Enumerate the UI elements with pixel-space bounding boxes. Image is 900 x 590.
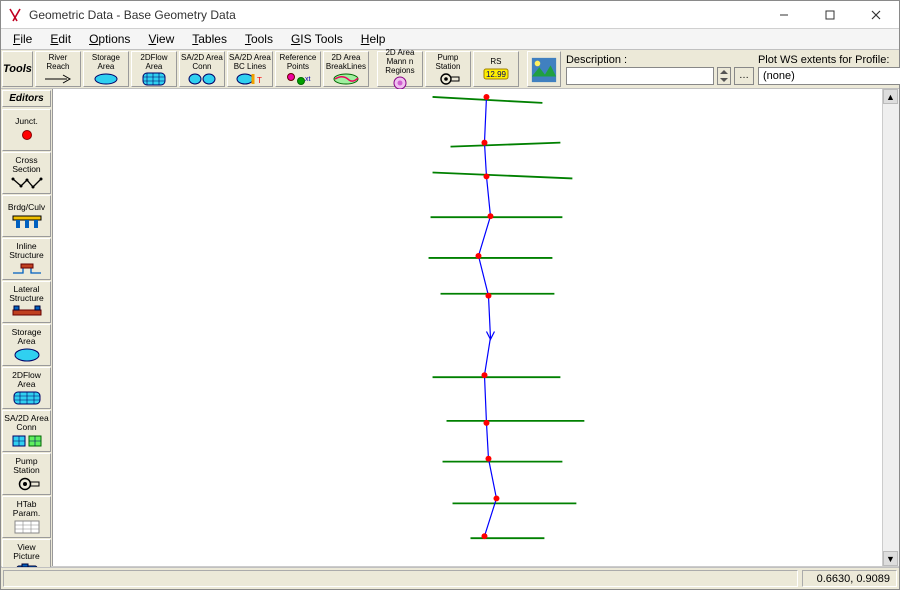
description-input[interactable]: [566, 67, 714, 85]
editor-brdg-culv[interactable]: Brdg/Culv: [2, 195, 51, 237]
menu-options[interactable]: Options: [81, 31, 138, 47]
menu-gis-tools[interactable]: GIS Tools: [283, 31, 351, 47]
scroll-down-button[interactable]: ▼: [883, 551, 898, 566]
tools-label: Tools: [2, 51, 33, 87]
menu-tools[interactable]: Tools: [237, 31, 281, 47]
toolbar-pump-station[interactable]: PumpStation: [425, 51, 471, 87]
menu-view[interactable]: View: [140, 31, 182, 47]
statusbar: 0.6630, 0.9089: [1, 567, 899, 589]
toolbar-sa2d-bclines[interactable]: SA/2D AreaBC LinesT: [227, 51, 273, 87]
minimize-button[interactable]: [761, 1, 807, 29]
editor-pump-station-ed[interactable]: PumpStation: [2, 453, 51, 495]
menu-help[interactable]: Help: [353, 31, 394, 47]
editor-junct[interactable]: Junct.: [2, 109, 51, 151]
editor-sa2d-conn-ed[interactable]: SA/2D AreaConn: [2, 410, 51, 452]
menu-tables[interactable]: Tables: [184, 31, 235, 47]
toolbar-2dflow-area[interactable]: 2DFlowArea: [131, 51, 177, 87]
toolbar-rs[interactable]: RS12.99: [473, 51, 519, 87]
window-title: Geometric Data - Base Geometry Data: [29, 8, 761, 22]
scroll-up-button[interactable]: ▲: [883, 89, 898, 104]
vertical-scrollbar[interactable]: ▲ ▼: [882, 89, 899, 566]
profile-label: Plot WS extents for Profile:: [758, 54, 900, 66]
status-coords: 0.6630, 0.9089: [802, 570, 897, 587]
toolbar-background[interactable]: [527, 51, 561, 87]
editor-2dflow-area-ed[interactable]: 2DFlowArea: [2, 367, 51, 409]
schematic-canvas[interactable]: [53, 89, 882, 566]
close-button[interactable]: [853, 1, 899, 29]
svg-text:xt: xt: [305, 76, 311, 83]
toolbar: Tools RiverReachStorageArea2DFlowAreaSA/…: [1, 49, 899, 89]
description-updown[interactable]: [717, 67, 731, 85]
toolbar-sa2d-conn[interactable]: SA/2D AreaConn: [179, 51, 225, 87]
svg-text:12.99: 12.99: [486, 70, 507, 79]
menu-edit[interactable]: Edit: [42, 31, 79, 47]
toolbar-2darea-mannn[interactable]: 2D AreaMann nRegions: [377, 51, 423, 87]
menu-file[interactable]: File: [5, 31, 40, 47]
editor-cross-section[interactable]: CrossSection: [2, 152, 51, 194]
app-icon: [7, 7, 23, 23]
maximize-button[interactable]: [807, 1, 853, 29]
status-message: [3, 570, 798, 587]
menubar: FileEditOptionsViewTablesToolsGIS ToolsH…: [1, 29, 899, 49]
editors-panel: Editors Junct.CrossSectionBrdg/CulvInlin…: [1, 89, 53, 566]
editor-storage-area-ed[interactable]: StorageArea: [2, 324, 51, 366]
toolbar-storage-area[interactable]: StorageArea: [83, 51, 129, 87]
editor-inline-struct[interactable]: InlineStructure: [2, 238, 51, 280]
profile-select[interactable]: (none): [758, 67, 900, 85]
description-ellipsis-button[interactable]: …: [734, 67, 754, 85]
toolbar-2darea-breaklines[interactable]: 2D AreaBreakLines: [323, 51, 369, 87]
svg-text:T: T: [257, 76, 262, 85]
editors-label: Editors: [2, 90, 51, 107]
editor-lateral-struct[interactable]: LateralStructure: [2, 281, 51, 323]
description-label: Description :: [566, 54, 754, 66]
toolbar-river-reach[interactable]: RiverReach: [35, 51, 81, 87]
editor-htab-param[interactable]: HTabParam.: [2, 496, 51, 538]
toolbar-ref-points[interactable]: ReferencePointsxt: [275, 51, 321, 87]
